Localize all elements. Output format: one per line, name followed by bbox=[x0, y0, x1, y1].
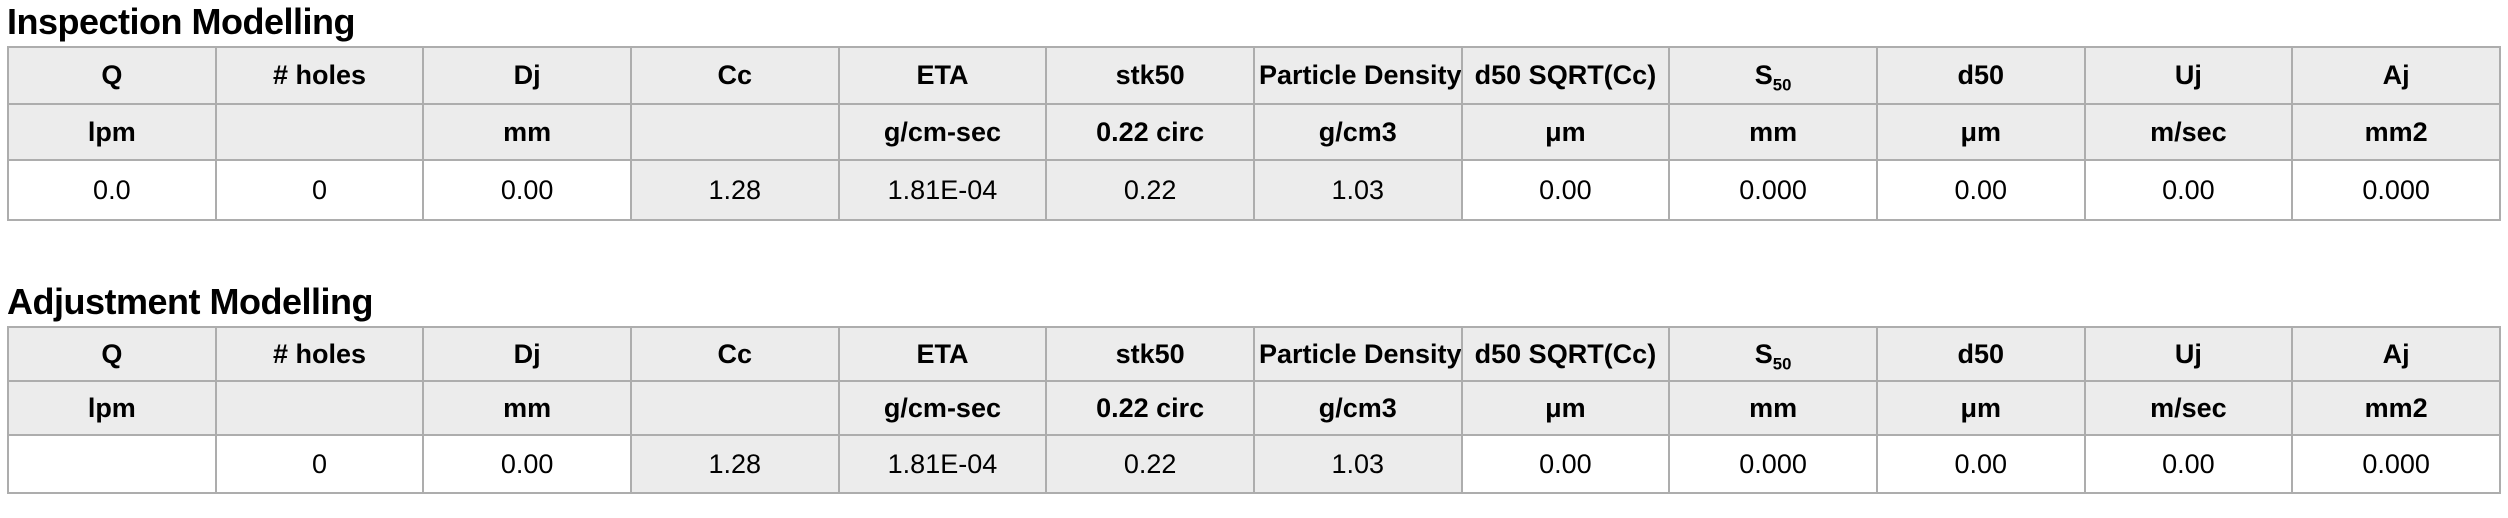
column-header-d50-sqrt-cc: d50 SQRT(Cc) bbox=[1460, 46, 1671, 105]
column-unit-uj: m/sec bbox=[2083, 103, 2294, 161]
column-unit-cc bbox=[629, 380, 840, 436]
adjustment-modelling-table: Q # holes Dj Cc ETA stk50 Particle Density d50 … bbox=[7, 326, 2501, 494]
column-header-stk50: stk50 bbox=[1045, 46, 1255, 105]
column-unit-aj: mm2 bbox=[2291, 103, 2501, 161]
adjustment-modelling-title: Adjustment Modelling bbox=[7, 281, 373, 322]
column-unit-dj: mm bbox=[422, 380, 632, 436]
inspection-modelling-title: Inspection Modelling bbox=[7, 1, 356, 42]
column-header-eta: ETA bbox=[837, 326, 1048, 382]
column-unit-q: lpm bbox=[7, 380, 217, 436]
cell-num-holes-value[interactable]: 0 bbox=[214, 159, 425, 221]
column-header-d50: d50 bbox=[1875, 326, 2086, 382]
cell-q-value[interactable] bbox=[7, 434, 217, 494]
column-header-cc: Cc bbox=[629, 326, 840, 382]
column-unit-d50-sqrt-cc: μm bbox=[1460, 103, 1671, 161]
cell-cc-value[interactable]: 1.28 bbox=[629, 434, 840, 494]
cell-stk50-value[interactable]: 0.22 bbox=[1045, 434, 1255, 494]
column-unit-particle-density: g/cm3 bbox=[1252, 380, 1463, 436]
adjustment-modelling-section: Adjustment Modelling Q # holes Dj Cc ETA stk5… bbox=[7, 283, 2501, 494]
cell-eta-value[interactable]: 1.81E-04 bbox=[837, 434, 1048, 494]
cell-s50-value[interactable]: 0.000 bbox=[1668, 434, 1878, 494]
column-header-s50-subscript: 50 bbox=[1772, 75, 1792, 95]
cell-s50-value[interactable]: 0.000 bbox=[1668, 159, 1878, 221]
header-row: Q # holes Dj Cc ETA stk50 Particle Density d50 … bbox=[7, 326, 2501, 382]
column-header-q: Q bbox=[7, 326, 217, 382]
cell-d50-sqrt-cc-value[interactable]: 0.00 bbox=[1460, 434, 1671, 494]
cell-dj-value[interactable]: 0.00 bbox=[422, 434, 632, 494]
column-unit-d50-sqrt-cc: μm bbox=[1460, 380, 1671, 436]
cell-aj-value[interactable]: 0.000 bbox=[2291, 434, 2501, 494]
column-header-aj: Aj bbox=[2291, 46, 2501, 105]
units-row: lpm mm g/cm-sec 0.22 circ g/cm3 μm mm μm m/sec mm… bbox=[7, 103, 2501, 161]
column-unit-stk50: 0.22 circ bbox=[1045, 380, 1255, 436]
column-unit-uj: m/sec bbox=[2083, 380, 2294, 436]
column-header-s50: S50 bbox=[1668, 46, 1878, 105]
modelling-report: Inspection Modelling Q # holes Dj Cc ETA stk5… bbox=[7, 3, 2501, 494]
column-unit-num-holes bbox=[214, 103, 425, 161]
units-row: lpm mm g/cm-sec 0.22 circ g/cm3 μm mm μm m/sec mm… bbox=[7, 380, 2501, 436]
cell-eta-value[interactable]: 1.81E-04 bbox=[837, 159, 1048, 221]
cell-uj-value[interactable]: 0.00 bbox=[2083, 159, 2294, 221]
column-header-eta: ETA bbox=[837, 46, 1048, 105]
cell-d50-sqrt-cc-value[interactable]: 0.00 bbox=[1460, 159, 1671, 221]
column-unit-dj: mm bbox=[422, 103, 632, 161]
cell-num-holes-value[interactable]: 0 bbox=[214, 434, 425, 494]
column-header-num-holes: # holes bbox=[214, 46, 425, 105]
column-header-q: Q bbox=[7, 46, 217, 105]
cell-particle-density-value[interactable]: 1.03 bbox=[1252, 159, 1463, 221]
cell-q-value[interactable]: 0.0 bbox=[7, 159, 217, 221]
inspection-modelling-table: Q # holes Dj Cc ETA stk50 Particle Density d50 … bbox=[7, 46, 2501, 221]
cell-dj-value[interactable]: 0.00 bbox=[422, 159, 632, 221]
column-unit-q: lpm bbox=[7, 103, 217, 161]
column-header-dj: Dj bbox=[422, 326, 632, 382]
column-header-uj: Uj bbox=[2083, 46, 2294, 105]
cell-stk50-value[interactable]: 0.22 bbox=[1045, 159, 1255, 221]
column-header-num-holes: # holes bbox=[214, 326, 425, 382]
column-header-cc: Cc bbox=[629, 46, 840, 105]
cell-cc-value[interactable]: 1.28 bbox=[629, 159, 840, 221]
column-header-s50: S50 bbox=[1668, 326, 1878, 382]
cell-particle-density-value[interactable]: 1.03 bbox=[1252, 434, 1463, 494]
column-unit-s50: mm bbox=[1668, 380, 1878, 436]
column-header-particle-density: Particle Density bbox=[1252, 46, 1463, 105]
column-header-d50-sqrt-cc: d50 SQRT(Cc) bbox=[1460, 326, 1671, 382]
inspection-modelling-section: Inspection Modelling Q # holes Dj Cc ETA stk5… bbox=[7, 3, 2501, 221]
cell-d50-value[interactable]: 0.00 bbox=[1875, 434, 2086, 494]
column-header-uj: Uj bbox=[2083, 326, 2294, 382]
column-header-dj: Dj bbox=[422, 46, 632, 105]
header-row: Q # holes Dj Cc ETA stk50 Particle Density d50 … bbox=[7, 46, 2501, 105]
column-unit-aj: mm2 bbox=[2291, 380, 2501, 436]
column-unit-num-holes bbox=[214, 380, 425, 436]
column-header-s50-subscript: 50 bbox=[1772, 353, 1792, 373]
column-unit-cc bbox=[629, 103, 840, 161]
cell-aj-value[interactable]: 0.000 bbox=[2291, 159, 2501, 221]
column-unit-particle-density: g/cm3 bbox=[1252, 103, 1463, 161]
column-header-stk50: stk50 bbox=[1045, 326, 1255, 382]
column-header-aj: Aj bbox=[2291, 326, 2501, 382]
values-row: 0 0.00 1.28 1.81E-04 0.22 1.03 0.00 0.000 0.00 0.… bbox=[7, 434, 2501, 494]
column-header-d50: d50 bbox=[1875, 46, 2086, 105]
cell-d50-value[interactable]: 0.00 bbox=[1875, 159, 2086, 221]
column-header-particle-density: Particle Density bbox=[1252, 326, 1463, 382]
column-unit-stk50: 0.22 circ bbox=[1045, 103, 1255, 161]
column-unit-s50: mm bbox=[1668, 103, 1878, 161]
values-row: 0.0 0 0.00 1.28 1.81E-04 0.22 1.03 0.00 0.000 0.0… bbox=[7, 159, 2501, 221]
column-unit-d50: μm bbox=[1875, 380, 2086, 436]
column-unit-eta: g/cm-sec bbox=[837, 380, 1048, 436]
cell-uj-value[interactable]: 0.00 bbox=[2083, 434, 2294, 494]
column-unit-eta: g/cm-sec bbox=[837, 103, 1048, 161]
column-unit-d50: μm bbox=[1875, 103, 2086, 161]
